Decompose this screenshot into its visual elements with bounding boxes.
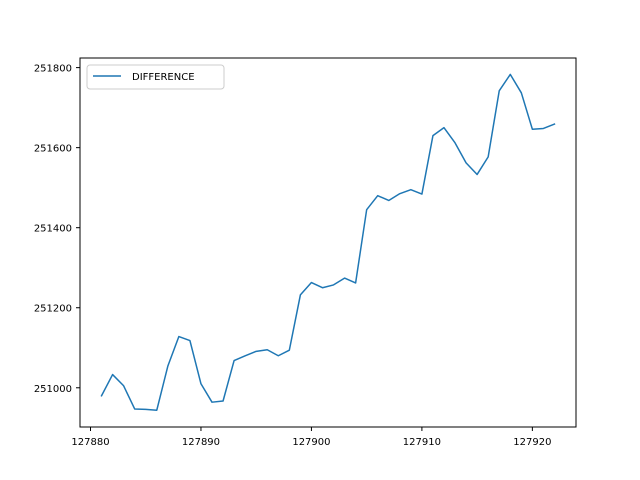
data-point <box>156 409 158 411</box>
data-point <box>355 282 357 284</box>
data-point <box>344 277 346 279</box>
data-point <box>366 209 368 211</box>
x-tick-label: 127890 <box>182 437 220 448</box>
data-point <box>145 409 147 411</box>
y-tick-label: 251400 <box>34 224 72 235</box>
data-point <box>134 408 136 410</box>
data-point <box>421 193 423 195</box>
y-tick-label: 251800 <box>34 64 72 75</box>
data-point <box>322 287 324 289</box>
data-point <box>266 349 268 351</box>
data-point <box>311 282 313 284</box>
data-point <box>178 336 180 338</box>
data-point <box>123 385 125 387</box>
data-point <box>189 340 191 342</box>
data-point <box>498 90 500 92</box>
x-tick-label: 127900 <box>292 437 330 448</box>
data-point <box>532 128 534 130</box>
data-point <box>465 162 467 164</box>
data-point <box>211 401 213 403</box>
plot-layer <box>100 73 556 411</box>
data-point <box>277 355 279 357</box>
data-point <box>255 351 257 353</box>
data-point <box>487 156 489 158</box>
data-point <box>222 400 224 402</box>
data-point <box>543 128 545 130</box>
x-tick-label: 127880 <box>71 437 109 448</box>
data-point <box>377 195 379 197</box>
data-point <box>554 123 556 125</box>
y-tick-label: 251000 <box>34 384 72 395</box>
legend-label: DIFFERENCE <box>132 72 195 83</box>
data-point <box>200 383 202 385</box>
y-tick-label: 251600 <box>34 144 72 155</box>
data-point <box>233 360 235 362</box>
data-point <box>112 374 114 376</box>
axes-frame <box>79 57 577 428</box>
data-point <box>101 395 103 397</box>
data-point <box>443 127 445 129</box>
x-tick-label: 127920 <box>513 437 551 448</box>
data-point <box>410 189 412 191</box>
data-point <box>244 355 246 357</box>
legend: DIFFERENCE <box>86 64 225 90</box>
x-tick-label: 127910 <box>403 437 441 448</box>
legend-box <box>86 64 225 90</box>
data-point <box>509 74 511 76</box>
y-tick-label: 251200 <box>34 304 72 315</box>
data-point <box>167 365 169 367</box>
data-point <box>388 200 390 202</box>
data-point <box>521 92 523 94</box>
series-line-0 <box>100 73 556 411</box>
data-point <box>289 349 291 351</box>
data-point <box>454 142 456 144</box>
data-point <box>432 135 434 137</box>
data-point <box>300 294 302 296</box>
data-point <box>476 174 478 176</box>
data-point <box>399 193 401 195</box>
data-point <box>333 284 335 286</box>
axes-layer: 127880 127890 127900 127910 127920 251000 2512… <box>34 57 577 448</box>
